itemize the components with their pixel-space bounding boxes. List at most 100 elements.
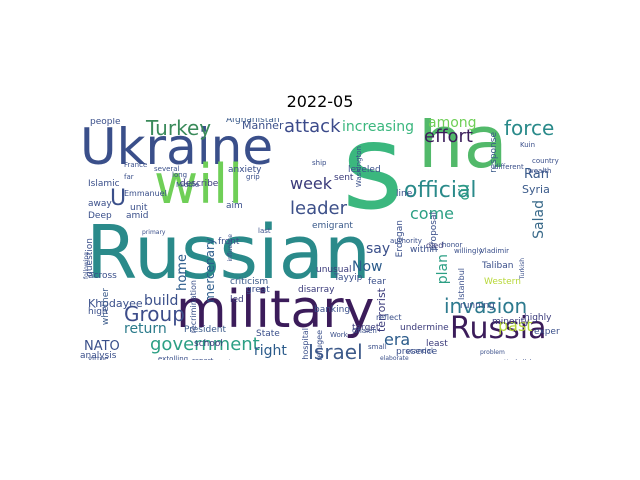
cloud-word: recrimination [189,280,198,334]
cloud-word: died [426,241,444,250]
cloud-word: target [352,323,380,333]
cloud-word: disarray [298,285,335,295]
cloud-word: primary [142,229,166,236]
cloud-word: sent [334,173,354,183]
cloud-word: amid [126,211,149,221]
cloud-word: hospital [301,328,310,360]
cloud-word: say [366,241,391,257]
cloud-word: Afghanistan [226,118,280,125]
cloud-word: anxiety [228,165,262,175]
cloud-word: leader [290,198,348,219]
cloud-word: long [172,171,188,179]
cloud-word: school [194,339,223,349]
cloud-word: Now [352,259,383,275]
cloud-word: country [532,157,559,165]
cloud-word: build [144,293,179,309]
cloud-word: Turkey [146,118,212,140]
cloud-word: ha [418,118,508,184]
cloud-word: front [218,237,240,247]
cloud-word: elaborate [380,355,409,361]
cloud-word: government [150,334,260,355]
cloud-word: Israel [308,340,363,360]
cloud-word: Ran [524,167,549,182]
cloud-word: influence [227,234,234,262]
cloud-word: invasion [444,294,528,318]
word-cloud: Russian military Ukraine ha Russia will s offic… [80,118,560,360]
cloud-word: scandal [406,347,433,355]
cloud-word: undermine [400,323,449,333]
cloud-word: Ukraine [80,118,274,176]
cloud-word: plan [435,254,451,285]
cloud-word: official [404,178,477,203]
cloud-word: unusual [316,265,352,275]
cloud-word: Turkish [519,258,526,280]
cloud-word: home [175,254,190,291]
cloud-word: extolling [158,355,189,361]
cloud-word: effort [424,126,473,147]
cloud-word: willingly [454,247,483,255]
cloud-word: last [258,227,271,235]
cloud-word: attack [284,118,341,137]
cloud-word: expert [534,327,560,337]
cloud-word: era [384,330,411,349]
cloud-word: Russia [450,311,547,346]
cloud-word: describe [180,179,219,189]
cloud-word: increasing [342,119,415,135]
cloud-word: among [428,118,477,131]
cloud-word: Khodayee [88,297,143,310]
cloud-word: fear [368,277,386,287]
cloud-word: s [342,118,404,236]
cloud-word: NATO [84,339,120,354]
cloud-word: return [124,321,167,337]
cloud-word: emigrant [312,221,353,231]
cloud-word: Salad [531,200,547,239]
cloud-word: analysis [80,351,117,361]
cloud-word: State [256,329,280,339]
cloud-word: oil [457,184,473,201]
cloud-word: come [410,204,455,223]
cloud-word: Washington [355,146,363,188]
cloud-word: refugee [315,330,324,360]
cloud-word: authority [390,237,422,245]
cloud-word: report [192,358,213,361]
cloud-word: honor [442,241,463,249]
cloud-word: leveled [348,165,381,175]
cloud-word: Work [330,331,348,339]
cloud-word: several [154,165,180,173]
cloud-word: within [410,245,438,255]
cloud-word: criticism [230,277,269,287]
cloud-word: Tayyip [334,273,363,283]
cloud-word: problem [480,349,505,356]
cloud-word: away [88,199,112,209]
cloud-word: highly [524,313,552,323]
cloud-word: U [110,186,127,211]
cloud-word: Ghaleh [352,327,377,335]
cloud-word: great [246,285,270,295]
cloud-word: different [494,163,524,171]
cloud-word: force [504,118,555,140]
cloud-word: Manner [242,119,284,132]
cloud-word: banking [314,305,351,315]
cloud-word: across [88,271,117,281]
cloud-word: right [254,343,287,359]
cloud-word: Western [484,277,521,287]
cloud-word: Middle [176,181,200,189]
cloud-word: least [426,339,448,349]
cloud-word: ship [312,159,327,167]
cloud-word: military [176,280,375,340]
cloud-word: Islamic [88,179,120,189]
chart-title: 2022-05 [286,92,354,111]
cloud-word: unit [130,203,148,213]
cloud-word: Deep [88,211,112,221]
cloud-word: people [90,118,121,127]
cloud-word: Vladimir [480,247,510,255]
cloud-word: minority [492,317,530,327]
cloud-word: following [83,252,90,279]
cloud-word: far [124,173,134,181]
cloud-word: France [124,161,148,169]
cloud-word: Kuin [520,141,536,149]
cloud-word: mercenary [203,238,217,303]
cloud-word: reflect [376,313,402,322]
cloud-word: Emmanuel [124,189,167,198]
cloud-word: Group [124,302,185,326]
